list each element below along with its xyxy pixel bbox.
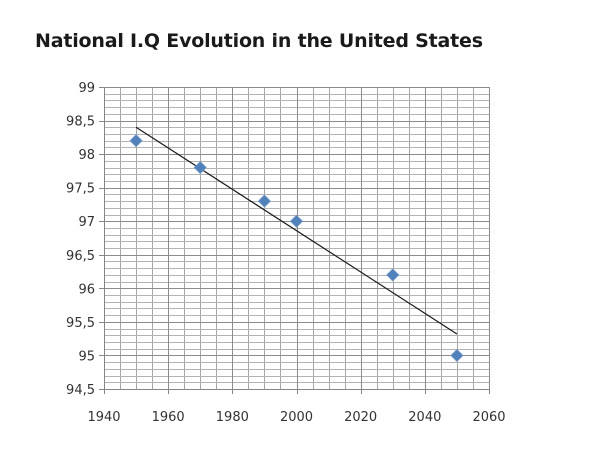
minor-gridlines bbox=[104, 87, 489, 389]
x-tick-label: 2040 bbox=[408, 410, 441, 425]
y-tick-label: 97 bbox=[78, 215, 95, 230]
y-tick-label: 97,5 bbox=[66, 182, 95, 197]
y-tick-label: 96,5 bbox=[66, 249, 95, 264]
trendline bbox=[135, 126, 458, 335]
x-tick-label: 2020 bbox=[344, 410, 377, 425]
data-point bbox=[450, 348, 464, 363]
x-tick-label: 1960 bbox=[152, 410, 185, 425]
x-tick-label: 1980 bbox=[216, 410, 249, 425]
x-tick-label: 2000 bbox=[280, 410, 313, 425]
data-point bbox=[289, 214, 304, 228]
y-tick-label: 98 bbox=[78, 148, 95, 163]
y-tick-label: 95,5 bbox=[66, 316, 95, 331]
y-tick-label: 94,5 bbox=[66, 383, 95, 398]
data-point bbox=[386, 268, 400, 282]
y-tick-label: 95 bbox=[78, 349, 95, 364]
data-point bbox=[257, 194, 271, 208]
data-points bbox=[129, 134, 464, 363]
chart-title: National I.Q Evolution in the United Sta… bbox=[35, 30, 483, 52]
y-tick-label: 99 bbox=[78, 81, 95, 96]
data-point bbox=[129, 134, 143, 148]
y-tick-label: 98,5 bbox=[66, 115, 95, 130]
major-gridlines bbox=[104, 87, 490, 390]
x-tick-labels: 1940 1960 1980 2000 2020 2040 2060 bbox=[87, 410, 505, 425]
axes bbox=[99, 87, 490, 394]
data-point bbox=[193, 160, 207, 175]
x-tick-label: 1940 bbox=[87, 410, 120, 425]
x-tick-label: 2060 bbox=[472, 410, 505, 425]
y-tick-labels: 94,5 95 95,5 96 96,5 97 97,5 98 98,5 99 bbox=[66, 81, 95, 398]
trendline-layer bbox=[135, 126, 458, 335]
y-tick-label: 96 bbox=[78, 282, 95, 297]
